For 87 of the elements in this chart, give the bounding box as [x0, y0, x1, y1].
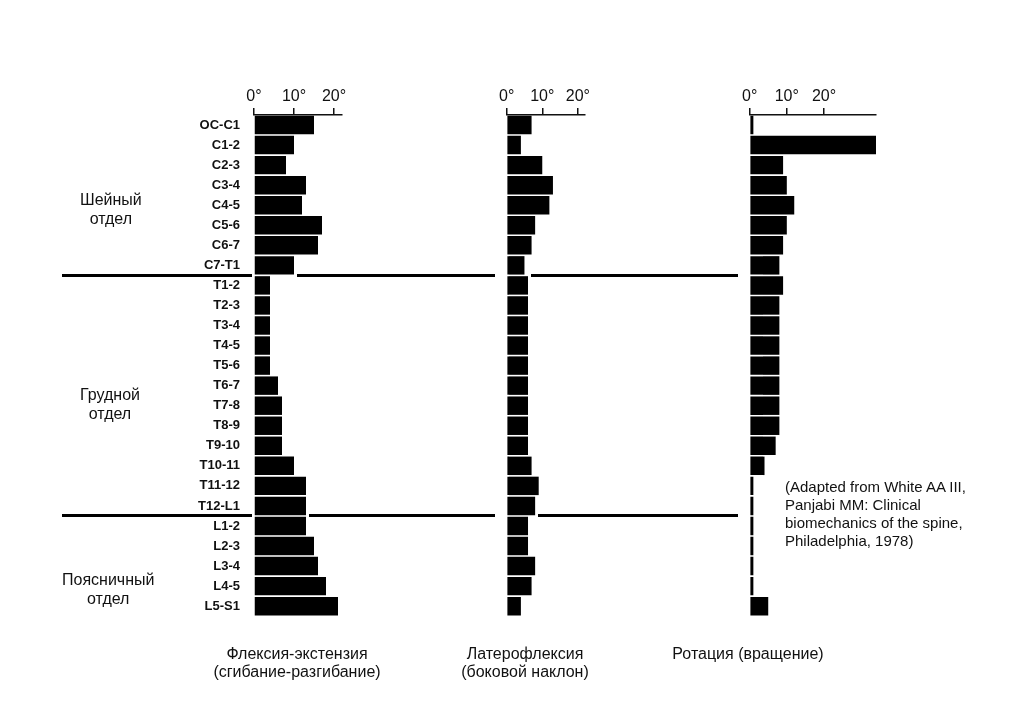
bar: [507, 436, 529, 456]
bar: [750, 216, 787, 235]
y-tick-label: T6-7: [213, 377, 240, 393]
y-tick-label: L5-S1: [204, 597, 240, 613]
bar: [507, 456, 532, 476]
y-tick-label: T12-L1: [198, 497, 240, 513]
y-tick-label: T9-10: [206, 437, 240, 453]
bar: [507, 195, 550, 215]
y-tick-label: T2-3: [213, 297, 240, 313]
x-tick-label: 20°: [565, 86, 590, 104]
bar: [507, 416, 529, 435]
y-tick-label: OC-C1: [199, 116, 240, 132]
y-tick-label: T10-11: [199, 457, 240, 473]
text: Шейный отдел: [80, 190, 142, 229]
bar: [750, 596, 769, 616]
text: Поясничный отдел: [62, 570, 155, 609]
y-tick-label: C1-2: [211, 136, 240, 152]
y-tick-label: C2-3: [211, 156, 240, 172]
bar: [507, 216, 536, 235]
y-tick-label: C4-5: [211, 196, 240, 212]
x-tick-label: 10°: [530, 86, 555, 104]
bar: [254, 436, 282, 456]
bar: [507, 135, 521, 155]
bar: [254, 536, 314, 556]
bar: [750, 516, 754, 536]
bar: [750, 456, 765, 476]
bar: [254, 135, 294, 155]
bar: [750, 135, 876, 155]
bar: [507, 576, 532, 596]
bar: [507, 155, 543, 175]
y-tick-label: C7-T1: [203, 256, 240, 272]
x-axis-title: Латерофлексия (боковой наклон): [461, 645, 589, 681]
bar: [254, 216, 322, 235]
y-tick-label: L4-5: [213, 577, 240, 593]
bar: [254, 476, 306, 496]
bar: [750, 436, 776, 456]
y-tick-label: T7-8: [213, 397, 240, 413]
bar: [254, 115, 314, 135]
y-tick-label: T11-12: [199, 477, 240, 493]
x-tick-label: 0°: [742, 86, 758, 104]
y-tick-label: T4-5: [213, 337, 240, 353]
y-tick-label: T5-6: [213, 357, 240, 373]
bar: [750, 556, 754, 576]
bar: [750, 175, 787, 195]
bar: [750, 115, 754, 135]
bar: [507, 476, 539, 496]
bar: [254, 416, 282, 435]
bar: [750, 496, 754, 516]
y-tick-label: L2-3: [213, 537, 240, 553]
y-tick-label: T8-9: [213, 417, 240, 433]
bar: [254, 155, 286, 175]
x-axis-title: Флексия-экстензия (сгибание-разгибание): [213, 645, 381, 681]
y-tick-label: L1-2: [213, 517, 240, 533]
y-tick-label: C6-7: [211, 236, 240, 252]
bar: [750, 536, 754, 556]
bar: [750, 155, 784, 175]
bar: [750, 195, 795, 215]
bar: [254, 195, 302, 215]
x-tick-label: 0°: [246, 86, 262, 104]
bar: [254, 596, 338, 616]
bar: [507, 556, 536, 576]
bar: [254, 556, 318, 576]
bar: [750, 576, 754, 596]
bar: [507, 175, 553, 195]
y-tick-label: C3-4: [211, 176, 241, 192]
bar: [507, 115, 532, 135]
bar: [254, 175, 306, 195]
x-axis-title: Ротация (вращение): [672, 645, 824, 663]
text: Грудной отдел: [80, 385, 140, 424]
x-tick-label: 20°: [811, 86, 837, 104]
x-tick-label: 10°: [774, 86, 799, 104]
annotation: (Adapted from White AA III, Panjabi MM: Clinical biomechanics of the spine, Philadelphia, 1978): [785, 478, 966, 550]
x-tick-label: 10°: [281, 86, 307, 104]
bar: [507, 596, 521, 616]
x-tick-label: 0°: [499, 86, 515, 104]
y-tick-label: T1-2: [213, 276, 240, 292]
bar: [254, 516, 306, 536]
y-tick-label: L3-4: [213, 557, 241, 573]
bar: [254, 576, 326, 596]
bar: [507, 516, 529, 536]
bar: [750, 416, 780, 435]
bar: [254, 456, 294, 476]
y-tick-label: C5-6: [211, 216, 240, 232]
y-tick-label: T3-4: [213, 317, 241, 333]
bar: [750, 476, 754, 496]
bar: [507, 536, 529, 556]
x-tick-label: 20°: [321, 86, 347, 104]
